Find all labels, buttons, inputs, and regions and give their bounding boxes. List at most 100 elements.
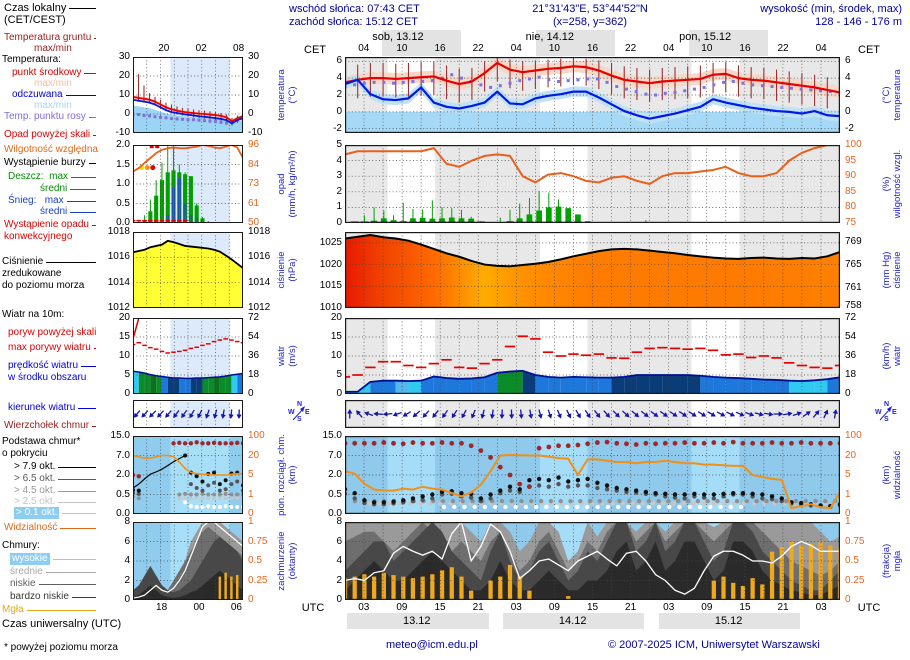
- y-tick-left: 15: [330, 331, 342, 342]
- legend-item: Wystąpienie burzy: [4, 157, 96, 169]
- legend-item: do poziomu morza: [2, 280, 85, 291]
- y-tick-right: 0.25: [248, 574, 268, 586]
- y-tick-right: 1: [845, 488, 851, 500]
- y-tick-right: 6: [845, 55, 851, 67]
- y-tick-right: -2: [845, 122, 854, 134]
- y-tick-right: 0.75: [248, 535, 268, 547]
- y-tick-right: 36: [248, 350, 260, 361]
- legend-item: > 0.1 okt.: [14, 507, 96, 519]
- y-tick-left: 10: [118, 350, 130, 361]
- legend-item: > 7.9 okt.: [14, 461, 96, 473]
- legend-item: * powyżej poziomu morza: [4, 642, 118, 653]
- panel-opad: [133, 145, 243, 223]
- panel-kierunek: [345, 400, 840, 428]
- axis-title-text: (km) widzialność: [881, 450, 903, 500]
- y-tick-right: 75: [845, 217, 857, 228]
- y-tick-right: 5: [248, 469, 254, 480]
- y-tick-right: 758: [845, 299, 862, 311]
- date-label: 14.12: [558, 615, 587, 627]
- y-tick-right: 1: [248, 516, 254, 527]
- y-tick-right: 20: [248, 449, 260, 461]
- legend-item: zredukowane: [2, 268, 62, 279]
- y-tick-right: 0: [845, 594, 851, 605]
- y-tick-left: 2.0: [116, 139, 130, 150]
- y-tick-right: 1018: [248, 226, 271, 237]
- hour-label-top: 02: [195, 43, 207, 54]
- panel-temperatura: [345, 57, 840, 133]
- axis-title-text: (mm Hg) ciśnienie: [881, 251, 903, 289]
- y-tick-left: 15.0: [322, 430, 342, 441]
- hour-label-bottom: 21: [777, 602, 789, 613]
- hour-label-bottom: 21: [472, 602, 484, 613]
- y-tick-left: 2.0: [116, 469, 130, 480]
- y-tick-left: 5: [124, 369, 130, 380]
- day-label: pon, 15.12: [679, 31, 732, 43]
- y-tick-left: 0: [336, 388, 342, 399]
- legend-item: o pokryciu: [2, 448, 48, 459]
- hour-label-top: 04: [815, 43, 827, 54]
- y-tick-left: 1010: [319, 302, 342, 313]
- utc-label-left: UTC: [301, 602, 325, 614]
- y-tick-right: 0: [248, 388, 254, 399]
- y-tick-right: 61: [248, 197, 260, 209]
- legend-item: konwekcyjnego: [4, 231, 73, 242]
- y-tick-right: 1: [248, 488, 254, 500]
- hour-label-top: 16: [434, 43, 446, 54]
- hour-label-bottom: 09: [548, 602, 560, 613]
- legend-item: bardzo niskie: [10, 591, 96, 603]
- hour-label-top: 08: [233, 43, 245, 54]
- legend-item: max/min: [34, 78, 72, 89]
- legend-item: Wiatr na 10m:: [2, 309, 65, 320]
- cet-label-left: CET: [304, 44, 326, 56]
- hour-label-bottom: 03: [510, 602, 522, 613]
- panel-cisnienie: [345, 232, 840, 308]
- legend-item: Deszcz: max: [8, 171, 96, 183]
- legend-item: Czas uniwersalny (UTC): [2, 618, 122, 630]
- y-tick-right: 1016: [248, 251, 271, 263]
- y-tick-left: 10: [118, 89, 130, 100]
- y-tick-right: 100: [248, 430, 265, 441]
- axis-title-text: zachmurzenie (oktanty): [276, 531, 298, 591]
- y-tick-right: 761: [845, 282, 862, 294]
- panel-cisnienie: [133, 232, 243, 308]
- y-tick-left: 0: [124, 108, 130, 119]
- panel-opad: [345, 145, 840, 223]
- y-tick-right: 765: [845, 259, 862, 271]
- hour-label-top: 04: [663, 43, 675, 54]
- y-tick-left: 2: [336, 89, 342, 100]
- y-tick-right: 769: [845, 235, 862, 247]
- y-tick-right: 0: [248, 508, 254, 519]
- date-label: 15.12: [714, 615, 743, 627]
- axis-title-text: pion. rozciągł. chm. (km): [276, 434, 298, 516]
- legend-item: średnie: [10, 566, 96, 578]
- y-tick-left: 1.5: [116, 158, 130, 170]
- y-tick-right: -10: [248, 127, 263, 138]
- y-tick-left: 8: [336, 516, 342, 527]
- y-tick-right: 1012: [248, 302, 271, 313]
- y-tick-left: 10: [330, 350, 342, 361]
- y-tick-left: 0: [124, 388, 130, 399]
- sunset-time: zachód słońca: 15:12 CET: [289, 16, 419, 28]
- legend-item: > 2.5 okt.: [14, 496, 96, 508]
- panel-temperatura: [133, 57, 243, 133]
- legend-item: Mgła: [2, 604, 96, 616]
- legend-item: > 4.5 okt.: [14, 485, 96, 497]
- y-tick-left: 15.0: [110, 430, 130, 441]
- y-tick-right: 0: [248, 594, 254, 605]
- legend-item: max/min: [34, 43, 72, 54]
- day-label: nie, 14.12: [525, 31, 574, 43]
- y-tick-right: 30: [248, 51, 260, 62]
- contact-email-link[interactable]: meteo@icm.edu.pl: [386, 639, 478, 651]
- y-tick-left: 5: [336, 139, 342, 150]
- y-tick-left: 4: [336, 72, 342, 84]
- legend-item: Temperatura:: [2, 54, 61, 65]
- y-tick-left: 30: [118, 51, 130, 62]
- panel-wiatr: [133, 318, 243, 394]
- legend-item: wysokie: [10, 553, 96, 565]
- date-shade-box: [503, 613, 645, 629]
- hour-label-top: 04: [358, 43, 370, 54]
- cet-label-right: CET: [858, 44, 880, 56]
- legend-item: > 6.5 okt.: [14, 473, 96, 485]
- hour-label-top: 10: [396, 43, 408, 54]
